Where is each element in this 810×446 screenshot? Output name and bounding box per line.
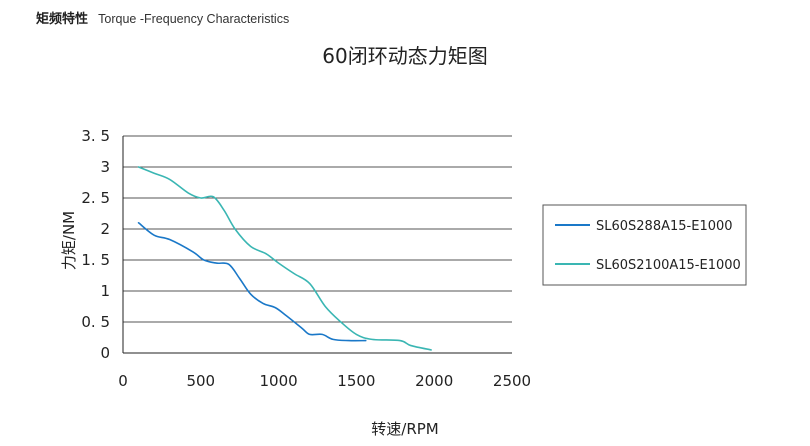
y-axis-label: 力矩/NM — [60, 211, 78, 270]
section-title-en: Torque -Frequency Characteristics — [98, 12, 290, 26]
x-tick-label: 0 — [118, 372, 128, 390]
x-tick-label: 2500 — [493, 372, 531, 390]
y-tick-label: 3 — [100, 158, 110, 176]
x-tick-label: 1000 — [260, 372, 298, 390]
x-tick-label: 2000 — [415, 372, 453, 390]
chart-title: 60闭环动态力矩图 — [322, 44, 488, 68]
x-tick-label: 500 — [186, 372, 215, 390]
x-axis-label: 转速/RPM — [371, 420, 438, 438]
y-tick-label: 2 — [100, 220, 110, 238]
y-tick-label: 2. 5 — [81, 189, 110, 207]
series-line-2 — [137, 166, 432, 351]
legend-label-2: SL60S2100A15-E1000 — [596, 258, 741, 273]
legend-box — [542, 204, 747, 286]
x-tick-label: 1500 — [337, 372, 375, 390]
series-line-1 — [137, 222, 367, 342]
section-title-cn: 矩频特性 — [36, 12, 89, 27]
y-tick-label: 0 — [100, 344, 110, 362]
y-tick-label: 0. 5 — [81, 313, 110, 331]
y-tick-label: 1. 5 — [81, 251, 110, 269]
y-tick-label: 1 — [100, 282, 110, 300]
section-header: 矩频特性 Torque -Frequency Characteristics — [36, 8, 289, 27]
y-tick-label: 3. 5 — [81, 127, 110, 145]
legend-label-1: SL60S288A15-E1000 — [596, 219, 733, 234]
